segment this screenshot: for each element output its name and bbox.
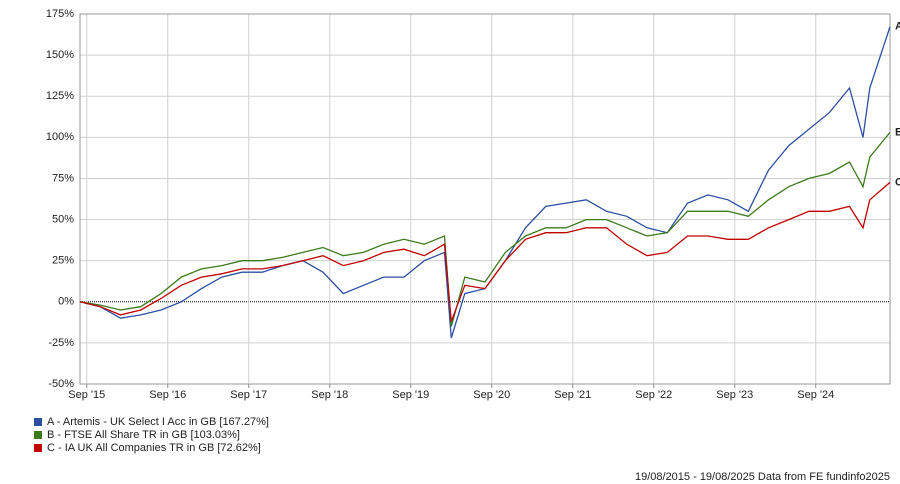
y-tick-label: 150% bbox=[46, 49, 74, 61]
end-label: C bbox=[895, 176, 900, 188]
x-tick-label: Sep '22 bbox=[635, 389, 672, 401]
y-tick-label: -25% bbox=[48, 337, 74, 349]
x-tick-label: Sep '16 bbox=[149, 389, 186, 401]
end-label: B bbox=[895, 126, 900, 138]
y-tick-label: -50% bbox=[48, 378, 74, 390]
series-line bbox=[79, 131, 891, 327]
y-tick-label: 25% bbox=[52, 255, 74, 267]
x-tick-label: Sep '19 bbox=[392, 389, 429, 401]
legend-swatch bbox=[34, 444, 42, 452]
legend-label: C - IA UK All Companies TR in GB [72.62%… bbox=[47, 442, 261, 454]
y-tick-label: 75% bbox=[52, 172, 74, 184]
legend-label: B - FTSE All Share TR in GB [103.03%] bbox=[47, 429, 240, 441]
footer: 19/08/2015 - 19/08/2025 Data from FE fun… bbox=[635, 471, 890, 483]
x-tick-label: Sep '23 bbox=[716, 389, 753, 401]
plot-frame bbox=[79, 13, 891, 385]
end-label: A bbox=[895, 21, 900, 33]
series-line bbox=[79, 26, 891, 339]
x-tick-label: Sep '24 bbox=[797, 389, 834, 401]
y-tick-label: 175% bbox=[46, 8, 74, 20]
y-tick-label: 125% bbox=[46, 90, 74, 102]
x-tick-label: Sep '18 bbox=[311, 389, 348, 401]
x-tick-label: Sep '17 bbox=[230, 389, 267, 401]
x-tick-label: Sep '20 bbox=[473, 389, 510, 401]
series-line bbox=[79, 181, 891, 322]
x-tick-label: Sep '21 bbox=[554, 389, 591, 401]
y-tick-label: 0% bbox=[58, 296, 74, 308]
y-tick-label: 100% bbox=[46, 131, 74, 143]
legend-swatch bbox=[34, 431, 42, 439]
legend-swatch bbox=[34, 418, 42, 426]
y-tick-label: 50% bbox=[52, 213, 74, 225]
x-tick-label: Sep '15 bbox=[68, 389, 105, 401]
legend-label: A - Artemis - UK Select I Acc in GB [167… bbox=[47, 416, 269, 428]
